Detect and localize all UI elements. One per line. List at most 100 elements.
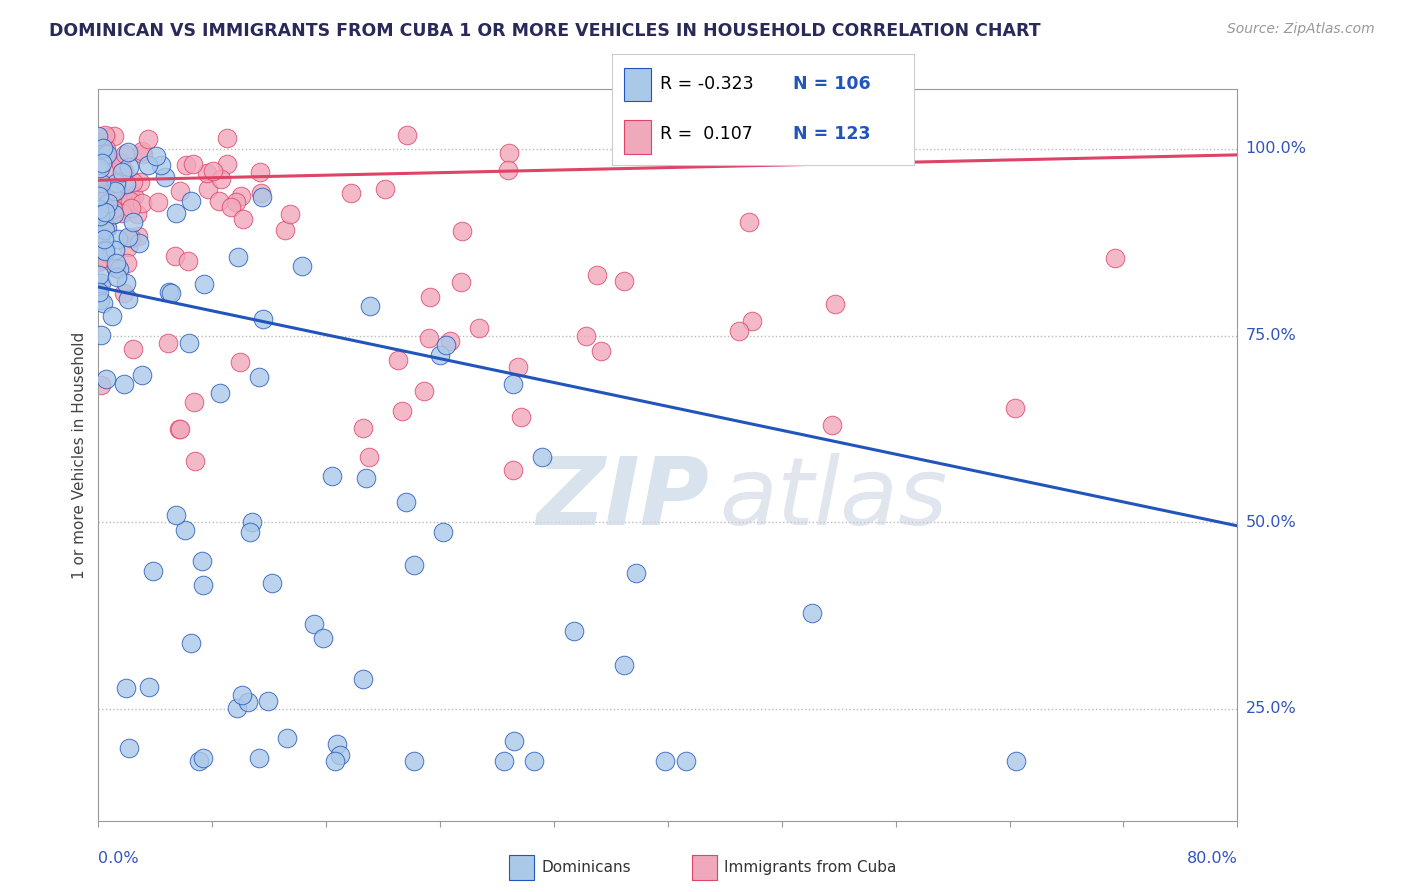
Point [183,394,205,409]
Point [177,254,200,268]
Point [93,202,115,217]
Point [291,259,314,273]
Point [103,181,125,195]
Point [103,207,125,221]
Point [153,169,176,184]
Point [138,158,160,172]
Point [89,209,111,223]
Point [181,157,204,171]
Point [115,177,138,191]
Point [247,370,270,384]
Point [105,260,128,275]
Point [104,243,127,257]
Text: Immigrants from Cuba: Immigrants from Cuba [724,860,897,874]
Point [118,741,141,756]
Point [104,182,127,196]
Text: R = -0.323: R = -0.323 [659,75,754,93]
Point [125,207,148,221]
Point [188,754,211,768]
Point [197,182,219,196]
Point [98,202,121,216]
Point [356,470,378,484]
Point [110,157,132,171]
Point [654,754,676,768]
Point [163,249,186,263]
Point [395,128,418,142]
Point [240,515,263,529]
Point [439,334,461,348]
Point [87,128,110,143]
Point [432,524,454,539]
Point [800,136,823,150]
Point [321,469,343,483]
Point [191,751,214,765]
Point [122,215,145,229]
Point [250,190,273,204]
Point [613,658,636,673]
Point [112,164,135,178]
Point [94,147,117,161]
Point [352,672,374,686]
Point [374,182,396,196]
Point [87,268,110,282]
Point [103,202,125,217]
Point [1004,754,1026,768]
Point [90,179,112,194]
Point [145,149,167,163]
Point [101,309,124,323]
Point [103,183,125,197]
Point [107,232,129,246]
Point [506,359,529,374]
Point [94,222,117,236]
Point [105,190,128,204]
Point [89,137,111,152]
Point [94,142,117,156]
Point [91,141,114,155]
Point [727,324,749,338]
Point [498,162,520,177]
Point [101,208,124,222]
Point [87,135,110,149]
Point [128,235,150,250]
Point [157,335,180,350]
Text: 100.0%: 100.0% [1246,142,1306,156]
Point [195,166,218,180]
Point [302,616,325,631]
Point [114,147,136,161]
Point [412,384,434,399]
Point [89,279,111,293]
Point [104,185,127,199]
Point [91,190,114,204]
Point [160,286,183,301]
Point [450,275,472,289]
Text: ZIP: ZIP [537,453,710,545]
Text: Dominicans: Dominicans [541,860,631,874]
Point [167,422,190,436]
Point [613,273,636,287]
Point [738,215,761,229]
Point [91,296,114,310]
Point [468,321,491,335]
Point [326,737,349,751]
Point [87,255,110,269]
Point [191,578,214,592]
Point [118,160,141,174]
Point [89,204,111,219]
Point [502,463,524,477]
Point [121,175,143,189]
Point [91,192,114,206]
Point [110,154,132,169]
Point [105,270,128,285]
Point [89,252,111,266]
Point [229,355,252,369]
Point [165,206,187,220]
Point [90,276,112,290]
Point [111,206,134,220]
Point [229,188,252,202]
Point [502,734,524,748]
Point [179,336,201,351]
Text: N = 106: N = 106 [793,75,870,93]
Point [87,138,110,153]
Point [208,194,231,208]
Point [165,508,187,522]
